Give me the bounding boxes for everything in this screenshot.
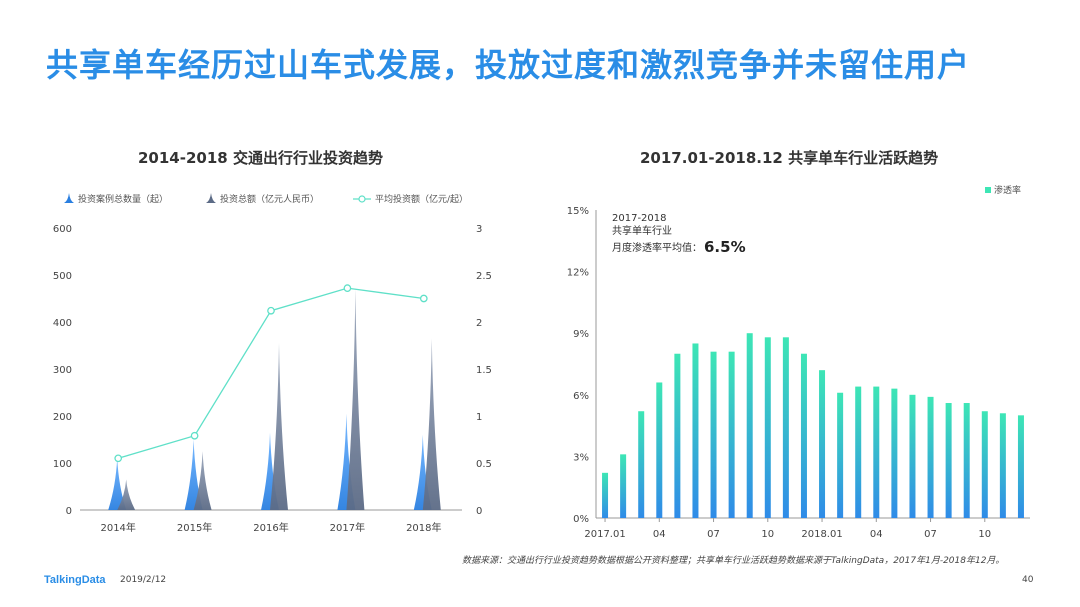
left-x-tick: 2016年 [253,521,288,534]
annotation-average-label: 月度渗透率平均值： [612,241,702,254]
avg-investment-point [114,454,123,463]
right-chart-y-tick: 15% [567,206,589,217]
penetration-bar [837,392,844,518]
cases-spike [108,458,127,510]
penetration-bar [945,403,952,518]
avg-investment-point [419,294,428,303]
legend-avg-label: 平均投资额（亿元/起） [375,193,468,205]
penetration-bar [620,454,627,518]
right-chart-y-tick: 3% [573,452,589,463]
right-y-tick: 3 [476,224,482,235]
source-note: 数据来源：交通出行行业投资趋势数据根据公开资料整理；共享单车行业活跃趋势数据来源… [462,556,1005,566]
right-y-tick: 2 [476,318,482,329]
penetration-bar [855,386,862,518]
right-x-tick: 2017.01 [584,529,625,540]
legend-avg-marker [358,195,366,203]
amount-spike [346,289,365,510]
page-number: 40 [1022,575,1034,585]
penetration-bar [782,337,789,518]
right-x-tick: 04 [653,529,666,540]
footer-date: 2019/2/12 [120,575,167,585]
penetration-bar [692,343,699,518]
right-x-tick: 07 [924,529,937,540]
penetration-bar [602,472,609,518]
right-x-tick: 2018.01 [801,529,842,540]
left-y-tick: 100 [53,459,72,470]
left-y-tick: 400 [53,318,72,329]
left-x-tick: 2014年 [100,521,135,534]
penetration-bar [800,353,807,518]
left-x-tick: 2018年 [406,521,441,534]
left-y-tick: 500 [53,271,72,282]
avg-investment-point [190,431,199,440]
annotation-industry: 共享单车行业 [612,224,672,237]
left-y-tick: 200 [53,412,72,423]
legend-amount-marker [206,193,216,203]
penetration-bar [1017,415,1024,518]
legend-amount-label: 投资总额（亿元人民币） [220,193,319,205]
left-y-tick: 300 [53,365,72,376]
activity-chart-title: 2017.01-2018.12 共享单车行业活跃趋势 [640,149,939,167]
penetration-bar [927,396,934,518]
right-chart-y-tick: 6% [573,391,589,402]
right-chart-y-tick: 0% [573,514,589,525]
penetration-bar [909,394,916,518]
avg-investment-point [267,306,275,315]
penetration-bar [891,388,898,518]
right-chart-y-tick: 12% [567,268,589,279]
right-x-tick: 07 [707,529,720,540]
legend-penetration-label: 渗透率 [994,184,1021,196]
penetration-bar [656,382,663,518]
right-x-tick: 04 [870,529,883,540]
left-x-tick: 2017年 [330,521,365,534]
penetration-bar [999,413,1006,518]
investment-chart-title: 2014-2018 交通出行行业投资趋势 [138,149,383,167]
penetration-bar [710,351,717,518]
penetration-bar [728,351,735,518]
avg-investment-point [343,284,352,293]
penetration-bar [638,411,645,518]
right-x-tick: 10 [978,529,991,540]
legend-penetration-marker [985,187,991,193]
annotation-average-value: 6.5% [704,238,746,256]
amount-spike [117,479,136,510]
left-y-tick: 0 [66,506,72,517]
left-x-tick: 2015年 [177,521,212,534]
penetration-bar [746,333,753,518]
page-title: 共享单车经历过山车式发展，投放过度和激烈竞争并未留住用户 [46,46,971,84]
right-y-tick: 2.5 [476,271,492,282]
amount-spike [422,338,441,510]
brand-logo: TalkingData [44,574,106,586]
amount-spike [193,451,212,510]
amount-spike [270,343,288,510]
right-y-tick: 0.5 [476,459,492,470]
right-y-tick: 0 [476,506,482,517]
penetration-bar [819,370,826,518]
right-x-tick: 10 [761,529,774,540]
penetration-bar [674,353,681,518]
right-chart-y-tick: 9% [573,329,589,340]
legend-cases-marker [64,193,74,203]
penetration-bar [981,411,988,518]
annotation-period: 2017-2018 [612,213,667,224]
penetration-bar [873,386,880,518]
penetration-bar [764,337,771,518]
left-y-tick: 600 [53,224,72,235]
legend-cases-label: 投资案例总数量（起） [78,193,168,205]
right-y-tick: 1 [476,412,482,423]
penetration-bar [963,403,970,518]
right-y-tick: 1.5 [476,365,492,376]
